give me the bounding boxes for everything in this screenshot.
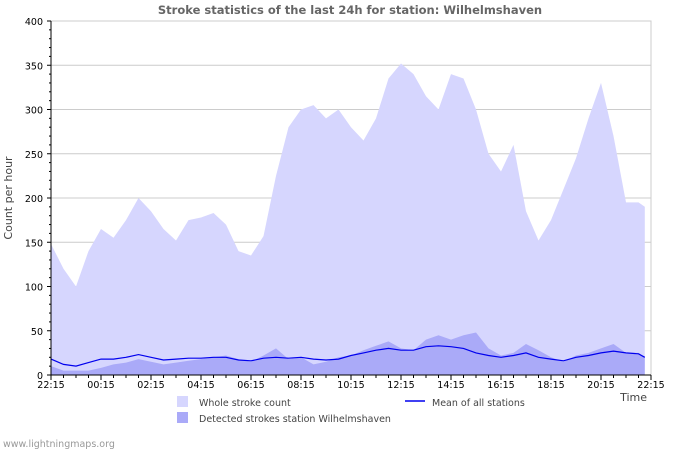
x-tick-label: 02:15 [137, 380, 164, 391]
footer-credit: www.lightningmaps.org [3, 439, 115, 450]
y-tick-label: 0 [37, 371, 43, 382]
x-tick-label: 08:15 [287, 380, 314, 391]
plot-series [50, 63, 646, 375]
x-tick-label: 22:15 [37, 380, 64, 391]
y-ticks: 0 50 100 150 200 250 300 350 400 [25, 17, 51, 382]
whole-stroke-area [51, 63, 645, 375]
y-tick-label: 300 [25, 106, 43, 117]
y-tick-label: 150 [25, 238, 43, 249]
y-tick-label: 350 [25, 61, 43, 72]
legend-swatch-whole [177, 396, 188, 407]
y-tick-label: 100 [25, 283, 43, 294]
x-tick-label: 10:15 [337, 380, 364, 391]
y-tick-label: 250 [25, 150, 43, 161]
detected-strokes-area [51, 332, 645, 375]
x-tick-label: 04:15 [187, 380, 214, 391]
x-tick-label: 00:15 [87, 380, 114, 391]
x-tick-label: 18:15 [537, 380, 564, 391]
legend-swatch-detected [177, 412, 188, 423]
x-tick-label: 20:15 [587, 380, 614, 391]
legend-label-detected: Detected strokes station Wilhelmshaven [199, 414, 391, 425]
y-tick-label: 400 [25, 17, 43, 28]
x-tick-label: 14:15 [437, 380, 464, 391]
y-axis-label: Count per hour [2, 156, 15, 240]
x-tick-label: 16:15 [487, 380, 514, 391]
mean-line [50, 345, 646, 367]
chart-title: Stroke statistics of the last 24h for st… [158, 3, 542, 17]
x-ticks: 22:15 00:15 02:15 04:15 06:15 08:15 10:15 12:15… [37, 375, 665, 391]
x-tick-label: 12:15 [387, 380, 414, 391]
legend-label-whole: Whole stroke count [199, 398, 291, 409]
x-tick-label: 06:15 [237, 380, 264, 391]
x-tick-label: 22:15 [637, 380, 664, 391]
y-tick-label: 50 [31, 327, 43, 338]
legend: Whole stroke count Detected strokes stat… [177, 396, 525, 425]
y-tick-label: 200 [25, 194, 43, 205]
legend-label-mean: Mean of all stations [432, 398, 525, 409]
x-axis-label: Time [619, 391, 647, 404]
